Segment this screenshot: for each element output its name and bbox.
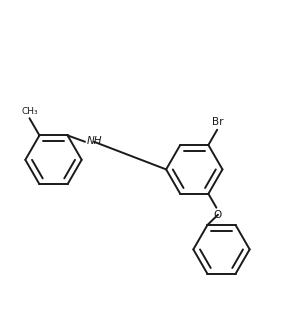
Text: Br: Br <box>212 117 224 127</box>
Text: O: O <box>213 210 222 220</box>
Text: NH: NH <box>86 136 102 146</box>
Text: CH₃: CH₃ <box>21 107 38 116</box>
